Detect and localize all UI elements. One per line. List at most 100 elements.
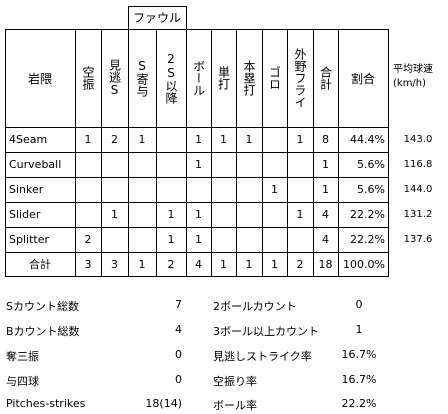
table-cell: 1 — [245, 257, 253, 271]
summary-value: 16.7% — [341, 373, 377, 386]
table-cell — [75, 152, 101, 177]
table-vline — [5, 29, 6, 277]
column-header: 単打 — [216, 66, 231, 90]
pitch-type-label: Sinker — [9, 183, 44, 196]
table-cell: 2 — [167, 257, 175, 271]
table-cell: 3 — [84, 257, 92, 271]
table-cell: 2 — [296, 257, 304, 271]
pitch-type-label: Slider — [9, 208, 41, 221]
table-cell: 4 — [322, 208, 329, 221]
table-cell: 1 — [296, 133, 304, 146]
table-cell — [211, 177, 236, 202]
table-cell: 1 — [111, 208, 118, 221]
table-cell — [262, 227, 287, 252]
table-cell: 1 — [220, 133, 227, 146]
table-cell: 44.4% — [350, 133, 385, 146]
column-header: 空振 — [81, 66, 95, 90]
summary-label: 見逃しストライク率 — [213, 350, 312, 363]
summary-label: ボール率 — [213, 399, 257, 412]
summary-label: 空振り率 — [213, 375, 257, 388]
table-cell — [236, 177, 262, 202]
avg-speed-value: 144.0 — [403, 184, 433, 195]
table-cell: 1 — [195, 158, 202, 171]
column-header: 割合 — [350, 71, 375, 86]
summary-label: Bカウント総数 — [6, 325, 80, 338]
group-vline — [128, 6, 129, 29]
table-cell: 5.6% — [357, 183, 385, 196]
table-vline — [75, 29, 76, 277]
summary-value: 18(14) — [145, 397, 182, 410]
table-vline — [388, 29, 389, 277]
table-vline — [313, 29, 314, 277]
table-vline — [338, 29, 339, 277]
table-cell — [156, 127, 186, 152]
avg-speed-value: 137.6 — [403, 234, 433, 245]
table-hline — [5, 252, 389, 253]
table-cell — [211, 202, 236, 227]
table-cell: 1 — [220, 257, 227, 271]
table-cell — [186, 177, 211, 202]
table-vline — [128, 29, 129, 277]
table-vline — [156, 29, 157, 277]
table-hline — [5, 127, 389, 128]
pitch-type-label: 4Seam — [9, 133, 48, 146]
table-cell — [156, 152, 186, 177]
table-vline — [186, 29, 187, 277]
table-cell — [236, 227, 262, 252]
summary-value: 7 — [175, 298, 182, 311]
table-cell: 1 — [167, 233, 175, 246]
table-hline — [5, 177, 389, 178]
table-cell — [75, 202, 101, 227]
group-hline — [128, 6, 187, 7]
summary-value: 16.7% — [341, 348, 377, 361]
table-cell — [236, 152, 262, 177]
table-cell: 1 — [195, 208, 202, 221]
table-cell — [128, 202, 156, 227]
group-vline — [186, 6, 187, 29]
table-hline — [5, 152, 389, 153]
table-cell — [101, 177, 128, 202]
table-cell: 1 — [84, 133, 92, 146]
table-cell: 1 — [167, 208, 175, 221]
column-header: 見逃S — [107, 59, 122, 97]
table-cell — [262, 202, 287, 227]
table-cell — [101, 227, 128, 252]
summary-value: 22.2% — [341, 397, 377, 410]
table-cell: 1 — [195, 233, 202, 246]
column-header: S寄与 — [135, 59, 149, 97]
table-hline — [5, 29, 389, 30]
table-cell — [262, 127, 287, 152]
table-cell: 2 — [84, 233, 92, 246]
header-pitcher-name: 岩隈 — [27, 71, 52, 86]
table-vline — [262, 29, 263, 277]
table-cell — [262, 152, 287, 177]
table-cell: 1 — [195, 133, 202, 146]
table-cell: 100.0% — [343, 257, 385, 271]
summary-label: 3ボール以上カウント — [213, 325, 319, 338]
table-cell: 8 — [322, 133, 329, 146]
summary-label: 2ボールカウント — [213, 300, 297, 313]
speed-header: 平均球速 (km/h) — [393, 64, 433, 89]
foul-group-header: ファウル — [132, 11, 181, 25]
table-cell: 18 — [318, 257, 333, 271]
table-cell — [156, 177, 186, 202]
table-cell: 1 — [322, 158, 329, 171]
column-header: 本塁打 — [242, 60, 256, 96]
column-header: 外野フライ — [293, 48, 307, 108]
table-cell — [128, 177, 156, 202]
summary-label: Pitches-strikes — [6, 397, 86, 410]
summary-label: 与四球 — [6, 375, 39, 388]
avg-speed-value: 131.2 — [403, 209, 433, 220]
summary-label: Sカウント総数 — [6, 300, 79, 313]
summary-value: 0 — [175, 373, 182, 386]
column-header: ボール — [191, 60, 206, 96]
table-cell: 22.2% — [350, 233, 385, 246]
table-cell: 4 — [195, 257, 202, 271]
table-cell — [287, 177, 313, 202]
pitch-type-label: Curveball — [9, 158, 62, 171]
table-cell: 5.6% — [357, 158, 385, 171]
table-hline — [5, 202, 389, 203]
summary-value: 1 — [355, 323, 363, 336]
table-cell: 3 — [111, 257, 118, 271]
table-vline — [211, 29, 212, 277]
